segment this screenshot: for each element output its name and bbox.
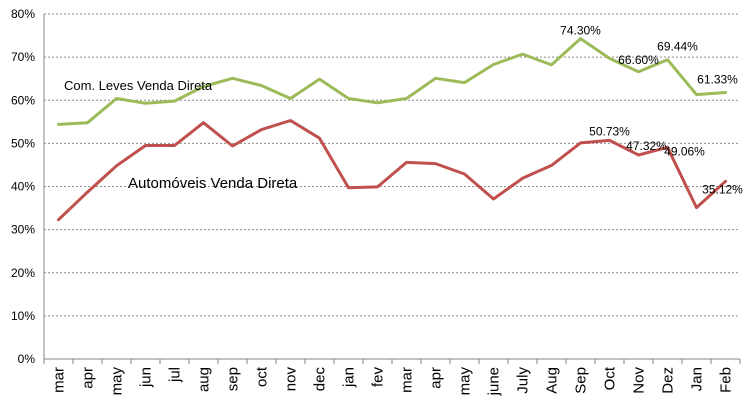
data-point <box>434 162 437 165</box>
series-label-com-leves: Com. Leves Venda Direta <box>64 78 213 93</box>
data-point <box>202 121 205 124</box>
data-point <box>492 63 495 66</box>
x-tick-label: July <box>515 367 532 394</box>
y-tick-label: 80% <box>11 7 35 21</box>
data-point <box>376 185 379 189</box>
data-label: 47.32% <box>626 139 667 153</box>
x-tick-label: oct <box>254 366 271 387</box>
data-point <box>579 37 582 40</box>
data-point <box>347 97 350 100</box>
data-point <box>724 91 727 94</box>
data-point <box>115 164 118 167</box>
data-point <box>463 81 466 84</box>
data-point <box>521 177 524 180</box>
y-tick-label: 30% <box>11 223 35 237</box>
x-tick-label: Oct <box>602 366 619 390</box>
data-point <box>637 153 640 157</box>
x-tick-label: jul <box>167 367 184 383</box>
data-point <box>666 146 669 149</box>
data-point <box>376 101 379 105</box>
y-tick-label: 60% <box>11 93 35 107</box>
y-axis: 0% 10% 20% 30% 40% 50% 60% 70% 80% <box>11 7 45 366</box>
data-point <box>318 137 321 140</box>
data-point <box>608 57 611 60</box>
x-tick-label: Sep <box>573 367 590 394</box>
data-point <box>289 119 292 122</box>
x-tick-label: fev <box>370 367 387 388</box>
data-point <box>231 77 234 80</box>
x-tick-label: Nov <box>631 367 648 394</box>
data-point <box>144 102 147 105</box>
x-tick-label: mar <box>399 367 416 393</box>
x-tick-label: dec <box>312 367 329 392</box>
data-point <box>492 197 495 201</box>
data-point <box>579 141 582 145</box>
data-point <box>289 97 292 100</box>
y-tick-label: 10% <box>11 309 35 323</box>
x-tick-label: Aug <box>544 367 561 394</box>
series-line-1 <box>57 119 727 222</box>
data-point <box>695 93 698 96</box>
series-label-automoveis: Automóveis Venda Direta <box>128 175 298 192</box>
data-label: 66.60% <box>618 53 659 67</box>
data-point <box>202 85 205 88</box>
y-tick-label: 0% <box>18 352 36 366</box>
x-tick-label: june <box>486 367 503 396</box>
x-tick-label: jan <box>341 367 358 388</box>
x-tick-label: may <box>457 367 474 396</box>
x-tick-label: Feb <box>718 367 735 393</box>
data-point <box>347 186 350 189</box>
data-label: 49.06% <box>664 144 705 158</box>
x-tick-label: Dez <box>660 367 677 394</box>
data-point <box>405 97 408 100</box>
data-point <box>405 161 408 164</box>
y-tick-label: 40% <box>11 180 35 194</box>
data-point <box>231 144 234 148</box>
data-point <box>86 190 89 194</box>
data-label: 61.33% <box>697 72 738 86</box>
data-point <box>115 97 118 100</box>
y-tick-label: 20% <box>11 266 35 280</box>
data-point <box>521 52 524 56</box>
data-point <box>463 172 466 176</box>
x-tick-label: jun <box>138 367 155 388</box>
data-point <box>550 164 553 167</box>
data-point <box>608 139 611 142</box>
data-point <box>666 58 669 61</box>
y-tick-label: 70% <box>11 50 35 64</box>
data-point <box>260 84 263 87</box>
data-point <box>260 128 263 131</box>
x-tick-label: apr <box>80 367 97 389</box>
x-tick-label: Jan <box>689 367 706 391</box>
data-point <box>637 70 640 73</box>
data-label: 35.12% <box>702 182 743 196</box>
data-point <box>173 99 176 103</box>
x-axis: mar apr may jun jul aug sep oct nov dec jan fev mar a… <box>43 358 741 396</box>
x-tick-label: sep <box>225 367 242 391</box>
data-label: 50.73% <box>589 124 630 138</box>
data-point <box>724 180 727 183</box>
data-point <box>86 121 89 124</box>
y-tick-label: 50% <box>11 136 35 150</box>
data-labels: 74.30% 66.60%69.44% 61.33% 50.73%47.32%49.0… <box>560 24 743 197</box>
data-point <box>144 144 147 147</box>
data-point <box>695 206 698 209</box>
series-line-0 <box>57 37 727 126</box>
x-tick-label: nov <box>283 367 300 392</box>
data-label: 69.44% <box>657 40 698 54</box>
data-point <box>57 218 60 221</box>
x-tick-label: apr <box>428 367 445 389</box>
data-label: 74.30% <box>560 24 601 38</box>
data-point <box>550 63 553 67</box>
data-point <box>318 77 321 81</box>
data-point <box>434 77 437 80</box>
data-point <box>57 123 60 126</box>
x-tick-label: may <box>109 367 126 396</box>
x-tick-label: mar <box>51 367 68 393</box>
x-tick-label: aug <box>196 367 213 392</box>
data-point <box>173 144 176 147</box>
series-lines <box>57 37 727 222</box>
